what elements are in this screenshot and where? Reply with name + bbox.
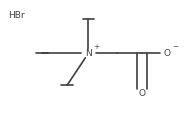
Text: HBr: HBr [8,11,24,20]
Text: +: + [93,44,99,50]
Text: O: O [139,90,146,98]
Text: N: N [85,49,92,58]
Text: −: − [172,44,178,50]
Text: O: O [164,49,170,58]
